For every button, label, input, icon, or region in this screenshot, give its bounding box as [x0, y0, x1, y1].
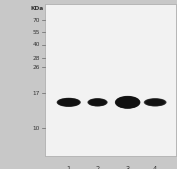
Ellipse shape [144, 99, 166, 106]
Ellipse shape [115, 96, 140, 108]
Ellipse shape [146, 99, 165, 106]
Text: 70: 70 [33, 18, 40, 23]
Ellipse shape [117, 97, 138, 107]
Ellipse shape [58, 99, 79, 106]
Text: 10: 10 [33, 126, 40, 131]
Ellipse shape [147, 100, 163, 105]
Text: 28: 28 [33, 56, 40, 61]
Ellipse shape [146, 99, 164, 105]
Ellipse shape [145, 99, 165, 106]
Ellipse shape [60, 99, 78, 105]
Ellipse shape [144, 98, 166, 106]
Ellipse shape [59, 99, 79, 106]
Ellipse shape [116, 97, 139, 108]
Ellipse shape [147, 100, 164, 105]
Ellipse shape [118, 98, 138, 107]
Ellipse shape [89, 99, 106, 106]
Ellipse shape [145, 99, 165, 106]
Ellipse shape [117, 97, 139, 108]
Ellipse shape [90, 99, 105, 105]
Ellipse shape [145, 99, 166, 106]
Ellipse shape [60, 100, 77, 105]
Ellipse shape [144, 98, 167, 106]
Text: 26: 26 [33, 65, 40, 70]
Ellipse shape [57, 98, 81, 107]
Ellipse shape [115, 96, 140, 109]
Ellipse shape [116, 97, 139, 108]
Ellipse shape [57, 98, 81, 107]
Ellipse shape [59, 99, 78, 105]
Ellipse shape [119, 98, 137, 106]
Ellipse shape [118, 98, 138, 107]
Ellipse shape [146, 99, 164, 105]
Ellipse shape [58, 99, 79, 106]
Ellipse shape [116, 96, 140, 108]
FancyBboxPatch shape [45, 4, 176, 156]
Ellipse shape [89, 99, 106, 106]
Ellipse shape [88, 99, 107, 106]
Ellipse shape [90, 100, 105, 105]
Text: 4: 4 [153, 166, 157, 169]
Text: 1: 1 [67, 166, 71, 169]
Text: 55: 55 [33, 30, 40, 35]
Text: 40: 40 [33, 42, 40, 47]
Text: KDa: KDa [30, 6, 43, 10]
Text: 17: 17 [33, 91, 40, 96]
Text: 2: 2 [95, 166, 100, 169]
Ellipse shape [58, 98, 80, 106]
Ellipse shape [89, 99, 106, 105]
Ellipse shape [88, 99, 107, 106]
Ellipse shape [118, 98, 137, 107]
Ellipse shape [88, 98, 107, 106]
Ellipse shape [59, 99, 78, 106]
Ellipse shape [88, 99, 107, 106]
Ellipse shape [87, 98, 108, 106]
Text: 3: 3 [126, 166, 130, 169]
Ellipse shape [57, 98, 80, 106]
Ellipse shape [90, 100, 105, 105]
